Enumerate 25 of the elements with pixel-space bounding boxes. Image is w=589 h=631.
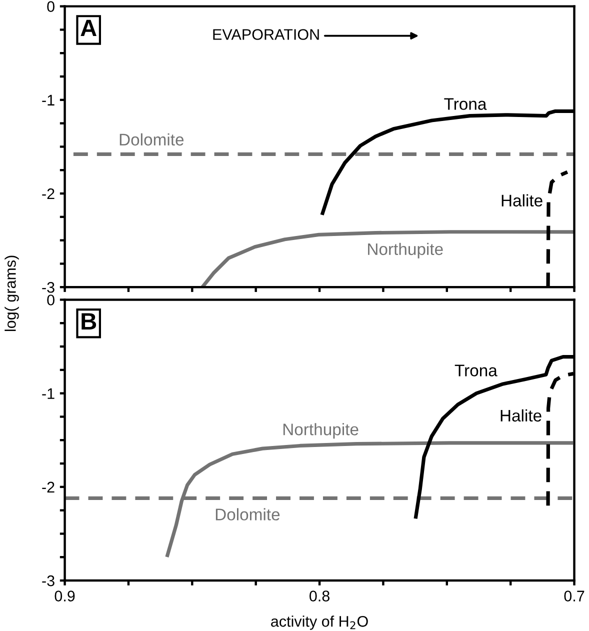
chart-title: B bbox=[82, 313, 96, 330]
series-label: Dolomite bbox=[216, 508, 280, 520]
series-label: Trona bbox=[444, 98, 487, 110]
y-axis-title: log( grams) bbox=[4, 256, 19, 332]
y-tick-label: -2 bbox=[42, 482, 54, 492]
x-tick-label: 0.8 bbox=[310, 590, 330, 602]
y-tick-label: -1 bbox=[42, 94, 54, 106]
y-tick-label: -1 bbox=[42, 388, 54, 399]
y-tick-label: 0 bbox=[47, 1, 54, 12]
x-axis-title: activity of H$_{2}$O bbox=[271, 616, 368, 630]
y-tick-label: 0 bbox=[47, 294, 54, 306]
series-label: Halite bbox=[502, 194, 542, 206]
series-label: Halite bbox=[500, 409, 542, 422]
y-tick-label: -2 bbox=[42, 188, 54, 200]
x-tick-label: 0.9 bbox=[54, 590, 75, 602]
y-tick-label: -3 bbox=[42, 575, 54, 586]
chart-title: A bbox=[80, 20, 97, 36]
series-label: Trona bbox=[454, 364, 498, 376]
series-label: Northupite bbox=[283, 423, 358, 439]
y-tick-label: -3 bbox=[42, 282, 54, 293]
line-series bbox=[200, 230, 574, 288]
series-label: Dolomite bbox=[120, 133, 184, 146]
x-tick-label: 0.7 bbox=[564, 590, 584, 602]
annotation: EVAPORATION bbox=[213, 29, 319, 40]
series-label: Northupite bbox=[368, 242, 443, 258]
